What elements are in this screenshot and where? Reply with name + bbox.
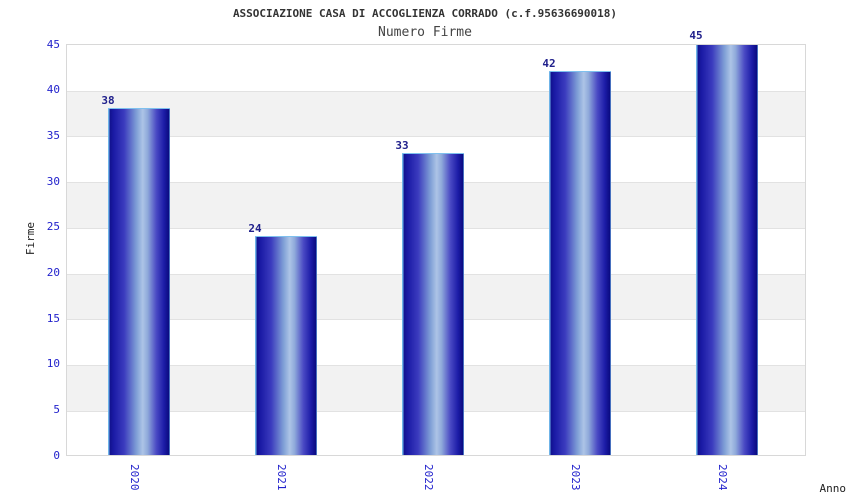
bar-value-2023: 42 [542, 57, 556, 70]
y-tick-label: 5 [53, 403, 60, 416]
y-tick-label: 25 [46, 220, 60, 233]
y-tick-label: 10 [46, 357, 60, 370]
y-tick-label: 40 [46, 83, 60, 96]
x-tick-label-2020: 2020 [128, 464, 141, 491]
gridline [67, 90, 805, 92]
x-axis-label: Anno [819, 482, 847, 495]
y-tick-label: 35 [46, 129, 60, 142]
x-tick-label-2022: 2022 [422, 464, 435, 491]
y-tick-label: 0 [53, 449, 60, 462]
bar-2020[interactable] [108, 107, 170, 455]
chart-title: ASSOCIAZIONE CASA DI ACCOGLIENZA CORRADO… [232, 7, 618, 20]
plot-band [67, 90, 805, 137]
chart-subtitle: Numero Firme [378, 25, 472, 40]
y-tick-label: 30 [46, 175, 60, 188]
plot-area [66, 44, 806, 456]
y-axis-ticks: 45 40 35 30 25 20 15 10 5 0 [0, 0, 60, 500]
bar-2022[interactable] [402, 153, 464, 455]
x-tick-label-2023: 2023 [569, 464, 582, 491]
bar-2024[interactable] [696, 45, 758, 455]
bar-value-2021: 24 [248, 222, 262, 235]
bars-layer [67, 45, 805, 455]
x-tick-label-2024: 2024 [716, 464, 729, 491]
bar-value-2022: 33 [395, 139, 409, 152]
y-tick-label: 20 [46, 266, 60, 279]
bar-value-2020: 38 [101, 94, 115, 107]
bar-2023[interactable] [549, 71, 611, 455]
bar-2021[interactable] [255, 235, 317, 455]
gridline [67, 136, 805, 138]
bar-value-2024: 45 [689, 29, 703, 42]
y-tick-label: 45 [46, 38, 60, 51]
y-tick-label: 15 [46, 312, 60, 325]
x-tick-label-2021: 2021 [275, 464, 288, 491]
